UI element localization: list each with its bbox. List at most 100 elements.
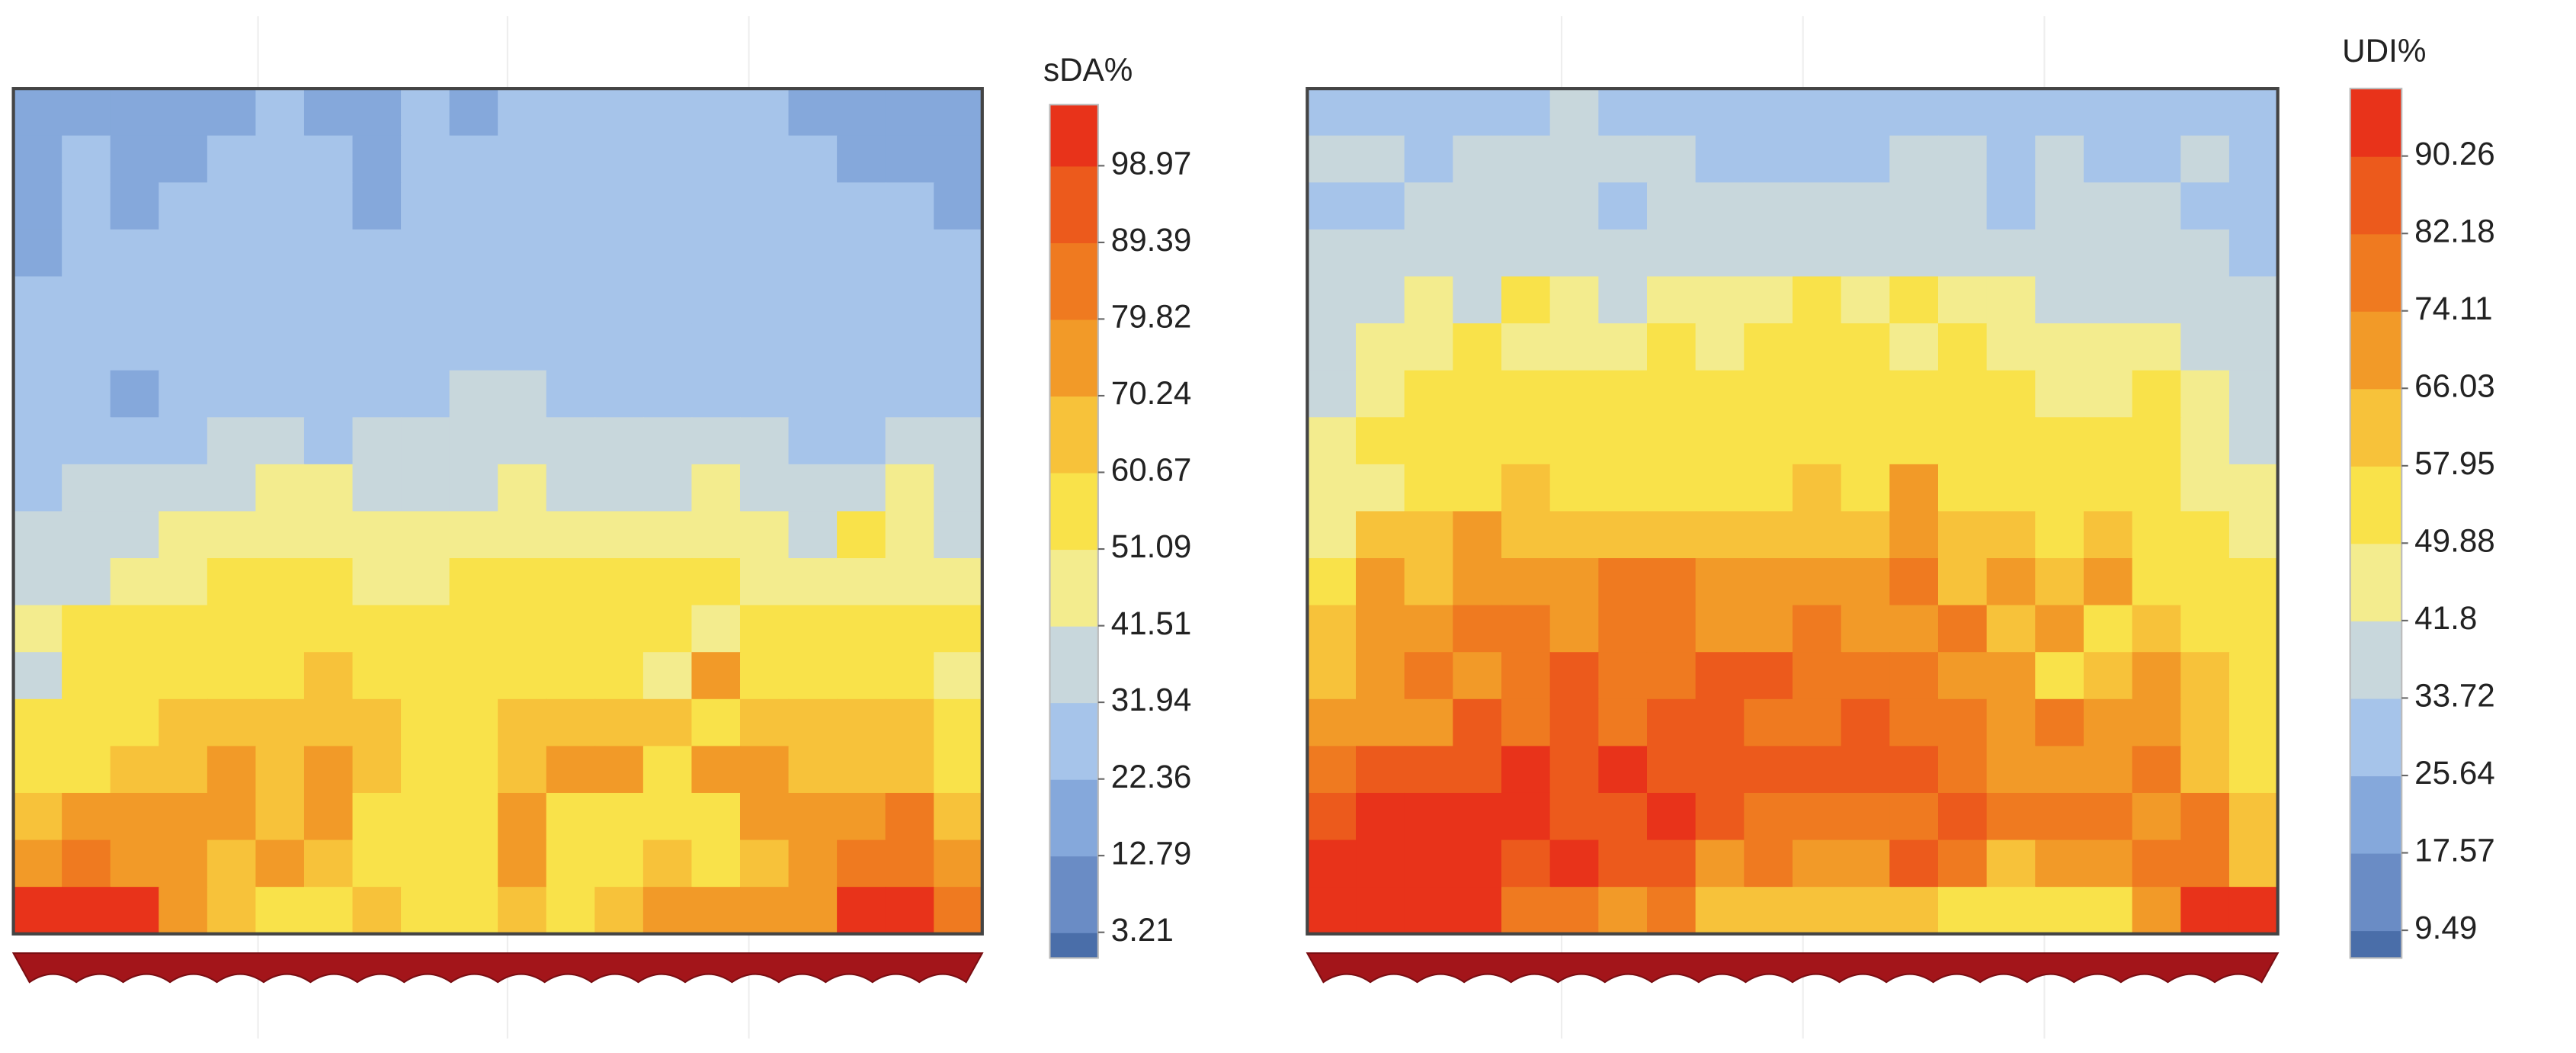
heatmap-cell bbox=[788, 746, 838, 795]
heatmap-cell bbox=[449, 511, 499, 560]
heatmap-cell bbox=[739, 229, 790, 278]
window-strip bbox=[11, 952, 984, 984]
heatmap-cell bbox=[13, 229, 63, 278]
heatmap-cell bbox=[1889, 840, 1940, 888]
heatmap-cell bbox=[739, 370, 790, 419]
heatmap-cell bbox=[1792, 276, 1842, 325]
heatmap-cell bbox=[837, 558, 886, 606]
heatmap-cell bbox=[1404, 464, 1454, 512]
heatmap-cell bbox=[691, 840, 742, 888]
heatmap-cell bbox=[303, 417, 354, 465]
heatmap-cell bbox=[1889, 887, 1940, 935]
heatmap-cell bbox=[739, 746, 790, 795]
heatmap-cell bbox=[62, 323, 111, 371]
heatmap-cell bbox=[13, 323, 63, 371]
heatmap-cell bbox=[594, 698, 644, 747]
heatmap-cell bbox=[255, 135, 306, 184]
heatmap-cell bbox=[934, 887, 983, 935]
heatmap-cell bbox=[1453, 698, 1503, 747]
heatmap-cell bbox=[2228, 558, 2279, 606]
heatmap-cell bbox=[1501, 558, 1551, 606]
heatmap-cell bbox=[2083, 887, 2133, 935]
heatmap-cell bbox=[739, 558, 790, 606]
heatmap-cell bbox=[934, 464, 983, 512]
heatmap-cell bbox=[110, 887, 160, 935]
heatmap-cell bbox=[934, 511, 983, 560]
heatmap-cell bbox=[1744, 88, 1794, 136]
heatmap-cell bbox=[62, 840, 111, 888]
heatmap-cell bbox=[401, 276, 450, 325]
heatmap-cell bbox=[2180, 605, 2231, 653]
heatmap-cell bbox=[1501, 88, 1551, 136]
heatmap-cell bbox=[2083, 698, 2133, 747]
heatmap-cell bbox=[2035, 229, 2085, 278]
heatmap-cell bbox=[1695, 464, 1745, 512]
heatmap-cell bbox=[691, 746, 742, 795]
heatmap-cell bbox=[2035, 792, 2085, 841]
heatmap-cell bbox=[1889, 746, 1940, 795]
heatmap-cell bbox=[788, 840, 838, 888]
colorbar-tick-label: 98.97 bbox=[1111, 146, 1192, 181]
heatmap-cell bbox=[352, 511, 402, 560]
heatmap-cell bbox=[352, 323, 402, 371]
heatmap-cell bbox=[110, 276, 160, 325]
heatmap-cell bbox=[1986, 182, 2036, 230]
heatmap-cell bbox=[546, 511, 596, 560]
heatmap-cell bbox=[2180, 88, 2231, 136]
heatmap-cell bbox=[1744, 698, 1794, 747]
heatmap-cell bbox=[1307, 229, 1357, 278]
heatmap-cell bbox=[2083, 229, 2133, 278]
heatmap-cell bbox=[1986, 792, 2036, 841]
heatmap-cell bbox=[1889, 792, 1940, 841]
heatmap-cell bbox=[642, 323, 693, 371]
heatmap-cell bbox=[2180, 464, 2231, 512]
heatmap-cell bbox=[691, 605, 742, 653]
heatmap-cell bbox=[594, 652, 644, 700]
heatmap-cell bbox=[110, 229, 160, 278]
colorbar-band bbox=[1049, 165, 1098, 243]
heatmap-cell bbox=[1307, 558, 1357, 606]
heatmap-cell bbox=[1404, 840, 1454, 888]
heatmap-cell bbox=[62, 698, 111, 747]
heatmap-cell bbox=[691, 698, 742, 747]
heatmap-cell bbox=[1453, 182, 1503, 230]
heatmap-cell bbox=[401, 135, 450, 184]
heatmap-cell bbox=[1356, 605, 1405, 653]
heatmap-cell bbox=[2035, 652, 2085, 700]
colorbar-tick-label: 70.24 bbox=[1111, 375, 1192, 411]
colorbar-tick-label: 41.8 bbox=[2414, 600, 2477, 636]
heatmap-cell bbox=[498, 417, 547, 465]
heatmap-cell bbox=[885, 558, 935, 606]
heatmap-cell bbox=[1695, 229, 1745, 278]
heatmap-cell bbox=[62, 182, 111, 230]
heatmap-cell bbox=[2035, 135, 2085, 184]
heatmap-cell bbox=[1937, 464, 1988, 512]
heatmap-cell bbox=[1646, 417, 1697, 465]
heatmap-cell bbox=[2083, 323, 2133, 371]
colorbar-band bbox=[2350, 465, 2402, 544]
colorbar-band bbox=[2350, 310, 2402, 390]
heatmap-cell bbox=[1453, 464, 1503, 512]
heatmap-cell bbox=[62, 652, 111, 700]
heatmap-cell bbox=[2228, 464, 2279, 512]
heatmap-cell bbox=[1986, 605, 2036, 653]
heatmap-cell bbox=[1937, 887, 1988, 935]
heatmap-cell bbox=[837, 464, 886, 512]
heatmap-cell bbox=[2083, 511, 2133, 560]
heatmap-cell bbox=[1646, 792, 1697, 841]
heatmap-cell bbox=[1404, 182, 1454, 230]
heatmap-cell bbox=[1889, 182, 1940, 230]
heatmap-cell bbox=[498, 652, 547, 700]
heatmap-cell bbox=[2228, 370, 2279, 419]
heatmap-cell bbox=[934, 746, 983, 795]
heatmap-cell bbox=[837, 229, 886, 278]
heatmap-cell bbox=[1841, 605, 1891, 653]
heatmap-cell bbox=[885, 605, 935, 653]
heatmap-cell bbox=[1598, 135, 1648, 184]
heatmap-cell bbox=[1549, 276, 1600, 325]
heatmap-cell bbox=[739, 276, 790, 325]
colorbar-band bbox=[1049, 625, 1098, 704]
heatmap-cell bbox=[837, 182, 886, 230]
heatmap-cell bbox=[1356, 417, 1405, 465]
heatmap-cell bbox=[2180, 887, 2231, 935]
